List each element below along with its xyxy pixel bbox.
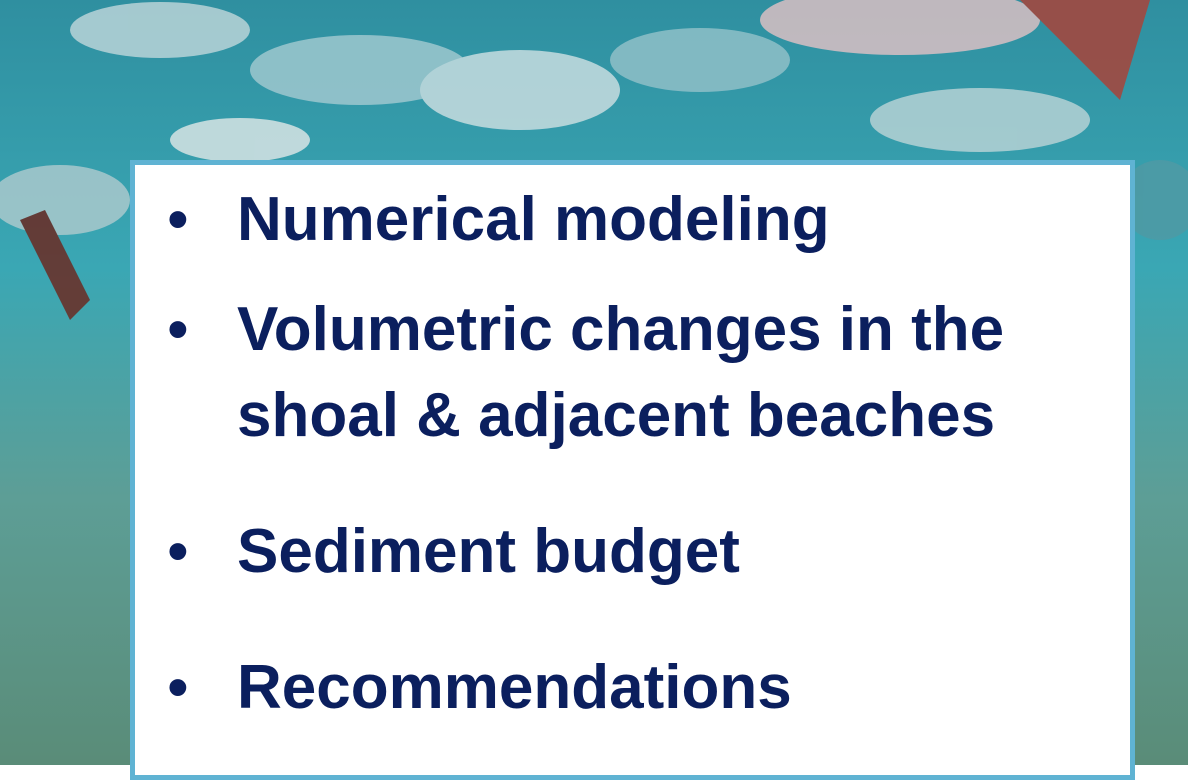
bullet: Numerical modeling (167, 177, 1110, 263)
bullet: Sediment budget (167, 509, 1110, 595)
bullet: Recommendations (167, 645, 1110, 731)
content-box: Numerical modeling Volumetric changes in… (130, 160, 1135, 780)
bullet-list: Numerical modeling Volumetric changes in… (135, 165, 1130, 731)
fish-shapes (0, 0, 1188, 320)
bullet: Volumetric changes in the shoal & adjace… (167, 287, 1110, 459)
